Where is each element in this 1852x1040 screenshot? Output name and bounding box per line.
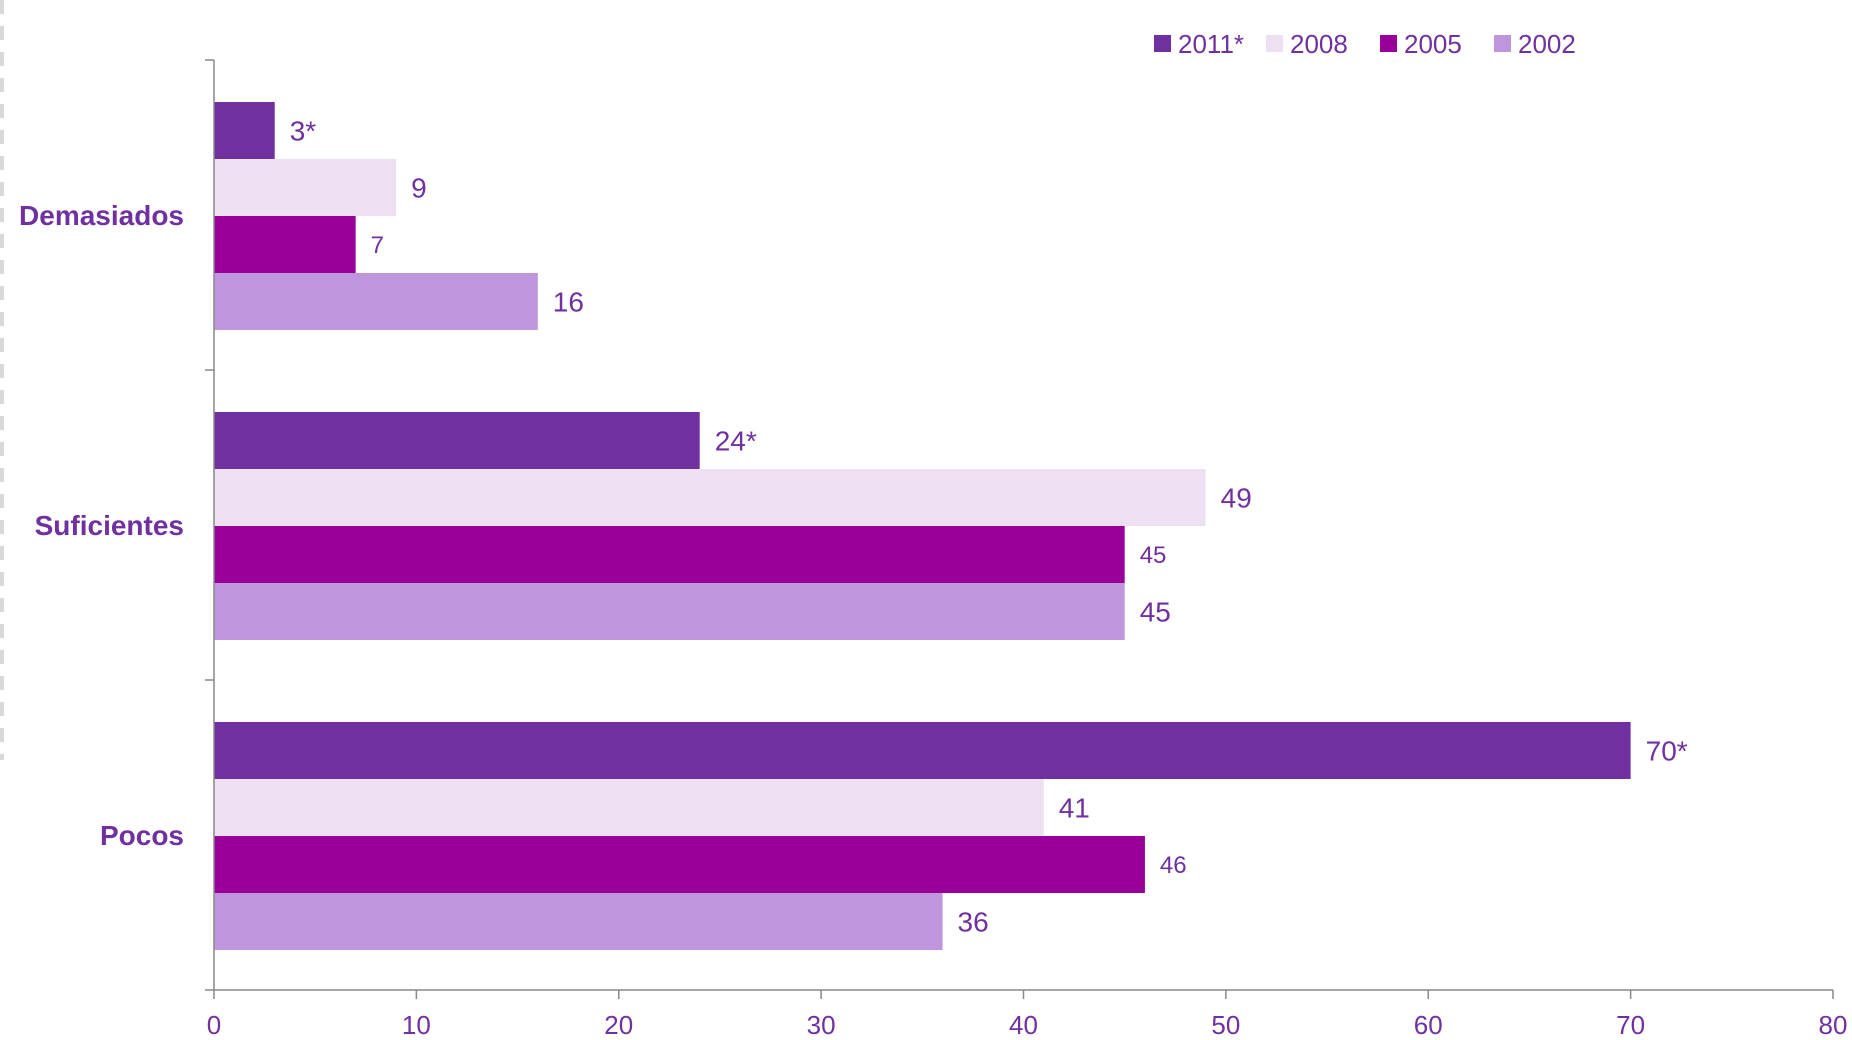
data-label: 36 (958, 907, 989, 938)
legend-label: 2002 (1518, 29, 1576, 59)
left-dashed-border (0, 0, 4, 760)
data-label: 9 (411, 173, 427, 204)
legend-label: 2008 (1290, 29, 1348, 59)
bar-pocos-2002 (214, 893, 943, 950)
bar-pocos-2005 (214, 836, 1145, 893)
data-label: 41 (1059, 793, 1090, 824)
bar-suficientes-2005 (214, 526, 1125, 583)
bar-demasiados-2011 (214, 102, 275, 159)
data-label: 46 (1160, 852, 1187, 879)
x-tick-label: 80 (1819, 1010, 1848, 1040)
x-tick-label: 70 (1616, 1010, 1645, 1040)
legend-swatch-2011 (1154, 35, 1171, 52)
data-label: 16 (553, 287, 584, 318)
x-tick-label: 50 (1211, 1010, 1240, 1040)
bar-demasiados-2005 (214, 216, 356, 273)
bar-suficientes-2002 (214, 583, 1125, 640)
data-label: 3* (290, 116, 317, 147)
x-tick-label: 40 (1009, 1010, 1038, 1040)
x-tick-label: 30 (807, 1010, 836, 1040)
category-label: Pocos (100, 820, 184, 851)
bar-demasiados-2008 (214, 159, 397, 216)
bar-pocos-2008 (214, 779, 1044, 836)
x-tick-label: 60 (1414, 1010, 1443, 1040)
bar-suficientes-2008 (214, 469, 1206, 526)
x-tick-label: 0 (207, 1010, 221, 1040)
bar-suficientes-2011 (214, 412, 700, 469)
data-label: 49 (1221, 483, 1252, 514)
legend-swatch-2002 (1494, 35, 1511, 52)
legend-swatch-2008 (1266, 35, 1283, 52)
x-tick-label: 10 (402, 1010, 431, 1040)
data-label: 24* (715, 426, 757, 457)
category-label: Demasiados (19, 200, 184, 231)
data-label: 45 (1140, 597, 1171, 628)
legend-label: 2011* (1178, 29, 1244, 59)
category-label: Suficientes (35, 510, 184, 541)
bar-pocos-2011 (214, 722, 1631, 779)
legend-swatch-2005 (1380, 35, 1397, 52)
data-label: 7 (371, 232, 384, 259)
data-label: 45 (1140, 542, 1167, 569)
data-label: 70* (1646, 736, 1688, 767)
bar-demasiados-2002 (214, 273, 538, 330)
legend-label: 2005 (1404, 29, 1462, 59)
x-tick-label: 20 (604, 1010, 633, 1040)
